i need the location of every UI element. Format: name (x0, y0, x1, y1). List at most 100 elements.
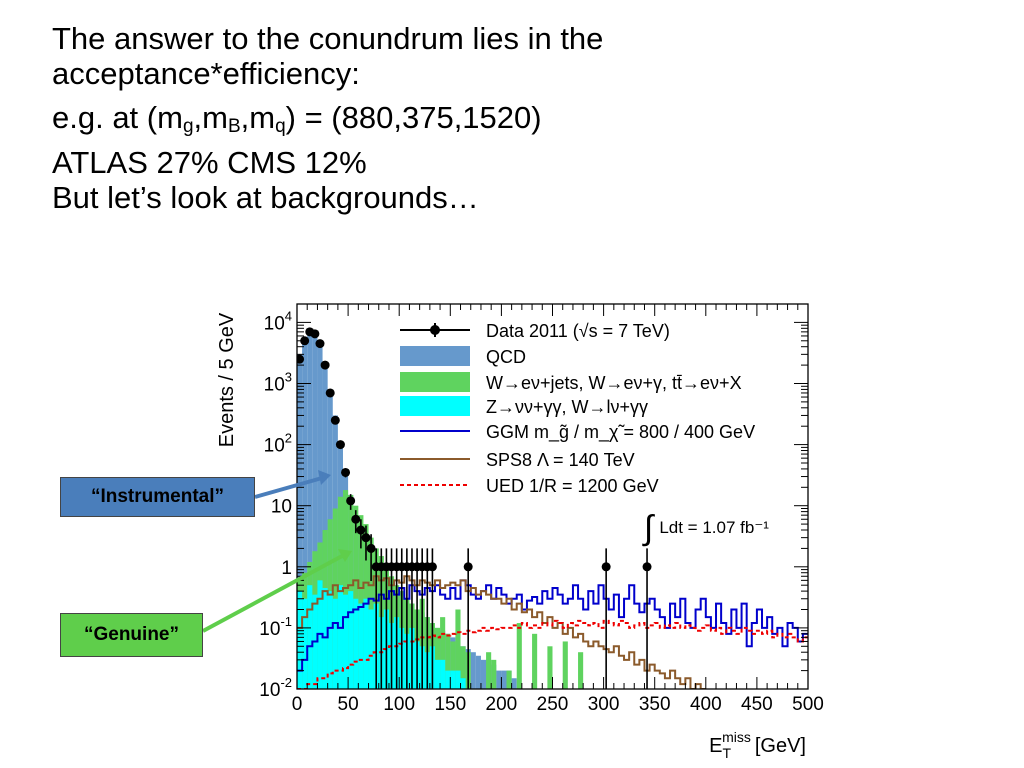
luminosity-annotation: ∫ Ldt = 1.07 fb⁻¹ (642, 509, 769, 547)
z-bar (363, 598, 369, 689)
data-point (341, 467, 351, 477)
z-bar (307, 585, 313, 689)
x-axis-title: ETmiss [GeV] (709, 729, 806, 761)
qcd-bar (312, 333, 318, 689)
line3-sub-g: g (182, 116, 194, 138)
y-tick-exponent: -2 (280, 675, 292, 690)
y-tick-exponent: 3 (285, 369, 292, 384)
z-bar (455, 670, 461, 689)
y-tick-base: 10 (264, 436, 285, 457)
y-tick-label: 104 (264, 308, 292, 334)
legend-label-ggm: GGM m_g̃ / m_χ̃ = 800 / 400 GeV (486, 422, 755, 443)
line3-mid1: ,m (193, 100, 228, 136)
legend-w-swatch (400, 372, 470, 392)
data-point (356, 525, 366, 535)
w-bar (342, 490, 349, 689)
genuine-arrow-line (202, 553, 345, 633)
z-bar (368, 609, 374, 689)
w-bar (578, 652, 584, 689)
x-tick-label: 450 (741, 694, 773, 715)
x-tick-label: 350 (639, 694, 671, 715)
x-tick-label: 150 (434, 694, 466, 715)
y-tick-exponent: 4 (285, 308, 292, 323)
data-point (361, 533, 371, 543)
z-bar (322, 587, 328, 689)
sps8-line (297, 575, 706, 689)
line3-sub-q: q (275, 116, 286, 138)
y-tick-base: 10 (264, 313, 285, 334)
qcd-bar (475, 655, 481, 689)
legend-label-qcd: QCD (486, 347, 526, 367)
data-point (310, 329, 320, 339)
w-bar (506, 670, 512, 689)
data-point (325, 388, 335, 398)
legend-label-sps8: SPS8 Λ = 140 TeV (486, 450, 635, 470)
qcd-bar (470, 652, 476, 689)
slide-line-1: The answer to the conundrum lies in the (52, 21, 604, 56)
qcd-bar (297, 354, 303, 689)
instrumental-arrow-head (318, 470, 331, 485)
data-point (300, 336, 310, 346)
z-bar (440, 659, 446, 689)
plot-area (297, 327, 808, 689)
integral-sign: ∫ (642, 509, 655, 547)
x-tick-label: 0 (292, 694, 303, 715)
y-tick-exponent: 2 (285, 431, 292, 446)
luminosity-text: Ldt = 1.07 fb⁻¹ (659, 518, 769, 537)
z-bar (342, 594, 349, 689)
w-bar (440, 617, 446, 689)
z-bar (450, 670, 456, 689)
legend-label-ued: UED 1/R = 1200 GeV (486, 476, 659, 496)
w-bar (562, 641, 568, 689)
instrumental-arrow-line (254, 476, 323, 499)
w-bar (358, 515, 364, 689)
z-bar (445, 670, 451, 689)
y-tick-label: 10-1 (259, 614, 292, 640)
x-tick-label: 100 (383, 694, 415, 715)
z-bar (353, 598, 359, 689)
instrumental-callout: “Instrumental” (60, 477, 255, 517)
z-bar (348, 591, 354, 689)
z-bar (332, 598, 338, 689)
w-bar (434, 627, 441, 689)
data-point (366, 543, 376, 553)
legend-label-z: Z→νν+γγ, W→lν+γγ (486, 397, 648, 417)
qcd-bar (322, 362, 328, 689)
line3-sub-b: B (227, 116, 241, 138)
z-bar (302, 598, 308, 689)
ggm-line (297, 579, 808, 672)
z-bar (358, 603, 364, 689)
y-tick-base: 10 (259, 619, 280, 640)
y-tick-base: 10 (259, 680, 280, 701)
data-point (346, 496, 356, 506)
slide-line-2: acceptance*efficiency: (52, 55, 360, 91)
y-tick-label: 103 (264, 369, 292, 395)
legend-data-marker (430, 325, 440, 335)
x-tick-label: 250 (537, 694, 569, 715)
legend-z-swatch (400, 396, 470, 416)
legend-label-w: W→eν+jets, W→eν+γ, tt̄→eν+X (486, 373, 742, 393)
x-axis-title-e: E (709, 735, 722, 757)
slide-text: The answer to the conundrum lies in the … (52, 21, 604, 216)
x-axis-title-sub: T (723, 745, 732, 761)
z-bar (297, 591, 303, 689)
data-point (330, 415, 340, 425)
w-bar (547, 646, 553, 689)
y-tick-label: 10 (271, 497, 292, 518)
z-bar (327, 591, 333, 689)
y-tick-base: 10 (264, 374, 285, 395)
qcd-bar (501, 670, 507, 689)
x-tick-label: 50 (338, 694, 359, 715)
x-tick-label: 300 (588, 694, 620, 715)
genuine-arrow-head (338, 549, 352, 562)
w-bar (532, 633, 538, 689)
slide-line-5: But let’s look at backgrounds… (52, 179, 479, 215)
w-bar (450, 641, 456, 689)
z-bar (434, 659, 441, 689)
genuine-callout: “Genuine” (60, 613, 203, 657)
y-axis-title: Events / 5 GeV (216, 312, 238, 447)
data-point (297, 354, 305, 364)
w-bar (491, 659, 497, 689)
y-tick-exponent: -1 (280, 614, 292, 629)
